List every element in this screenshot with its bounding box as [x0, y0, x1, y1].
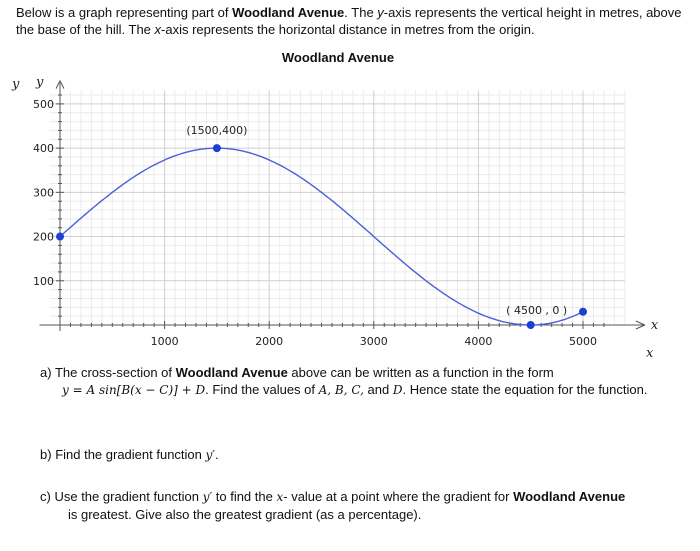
- question-a-text: above can be written as a function in th…: [287, 365, 554, 380]
- question-a-text: . Find the values of: [205, 382, 319, 397]
- point-label: (1500,400): [186, 124, 247, 137]
- y-axis-arrow: [55, 80, 65, 89]
- series-line: [59, 147, 584, 326]
- intro-text: Below is a graph representing part of Wo…: [16, 4, 686, 38]
- y-tick-label: 100: [33, 275, 54, 288]
- y-tick-label: 300: [33, 186, 54, 199]
- question-c: c) Use the gradient function y′ to find …: [40, 488, 680, 523]
- intro-part: -axis represents the horizontal distance…: [161, 22, 535, 37]
- question-c-text: is greatest. Give also the greatest grad…: [68, 507, 422, 522]
- intro-road-name: Woodland Avenue: [232, 5, 345, 20]
- question-b-label: b): [40, 447, 52, 462]
- x-tick-label: 3000: [360, 335, 388, 348]
- x-axis-arrow: [635, 320, 646, 330]
- question-b-text: Find the gradient function: [55, 447, 206, 462]
- question-c-x: x: [276, 490, 284, 504]
- question-c-label: c): [40, 489, 51, 504]
- question-a-text: and: [363, 382, 393, 397]
- x-tick-label: 5000: [569, 335, 597, 348]
- x-axis-label: x: [646, 346, 654, 360]
- y-tick-label: 500: [33, 98, 54, 111]
- question-c-text: to find the: [212, 489, 277, 504]
- intro-part: Below is a graph representing part of: [16, 5, 233, 20]
- question-a-text: . Hence state the equation for the funct…: [402, 382, 648, 397]
- data-point: [526, 321, 535, 329]
- question-a: a) The cross-section of Woodland Avenue …: [40, 364, 680, 399]
- x-tick-label: 2000: [255, 335, 283, 348]
- point-label: ( 4500 , 0 ): [506, 304, 567, 317]
- question-c-text: Use the gradient function: [54, 489, 203, 504]
- question-a-formula: y = A sin[B(x − C)] + D: [62, 383, 206, 397]
- question-a-road: Woodland Avenue: [175, 365, 288, 380]
- data-point: [56, 232, 64, 241]
- question-c-text: - value at a point where the gradient fo…: [283, 489, 514, 504]
- question-c-yprime: y′: [202, 490, 213, 504]
- chart-title: Woodland Avenue: [281, 50, 395, 65]
- question-a-text: The cross-section of: [54, 365, 176, 380]
- question-a-vars: A, B, C,: [318, 383, 364, 397]
- y-axis-arrow-label: y: [35, 75, 44, 90]
- x-tick-label: 4000: [464, 335, 492, 348]
- data-point: [212, 144, 221, 153]
- question-a-var-d: D: [392, 383, 403, 397]
- y-tick-label: 400: [33, 142, 54, 155]
- y-tick-label: 200: [33, 231, 54, 244]
- data-point: [579, 307, 587, 316]
- question-a-label: a): [40, 365, 52, 380]
- intro-y: y: [377, 5, 384, 20]
- x-tick-label: 1000: [151, 335, 179, 348]
- question-b-yprime: y′: [205, 448, 216, 462]
- intro-part: -axis represents the vertical height in …: [16, 5, 682, 37]
- intro-x: x: [154, 22, 162, 37]
- question-c-road: Woodland Avenue: [513, 489, 626, 504]
- y-axis-label: y: [11, 77, 20, 92]
- chart-svg: 1000 2000 3000 4000 5000 100 200 300 400 500 y y xx (…: [11, 75, 659, 360]
- x-axis-arrow-label: x: [651, 318, 659, 333]
- question-b-text: .: [215, 447, 219, 462]
- question-b: b) Find the gradient function y′.: [40, 446, 219, 464]
- intro-part: . The: [344, 5, 378, 20]
